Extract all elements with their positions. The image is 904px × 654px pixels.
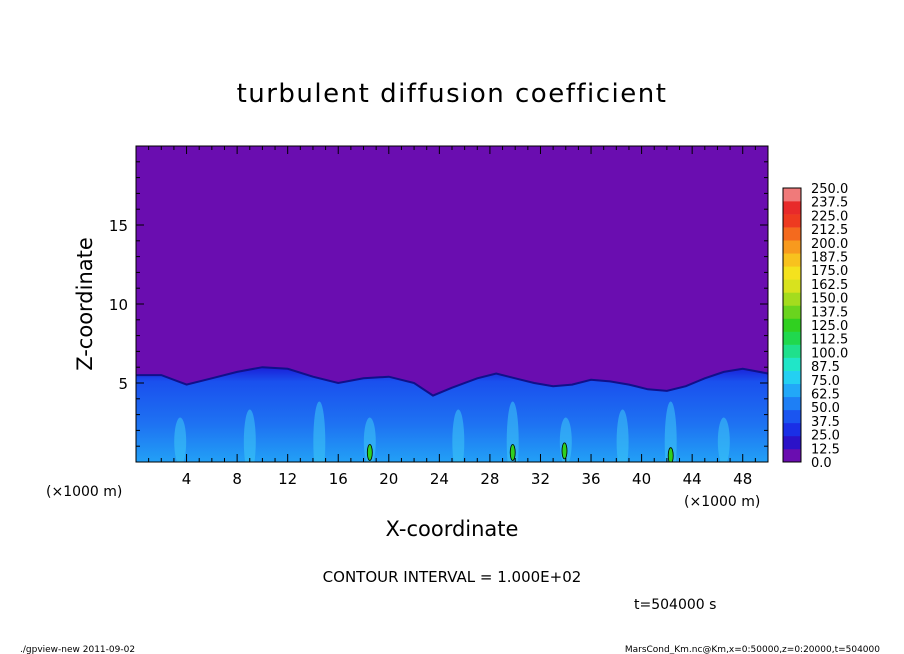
- plume: [452, 409, 465, 462]
- plume: [717, 417, 730, 462]
- y-tick-label: 15: [109, 217, 128, 235]
- colorbar-swatch: [783, 227, 801, 241]
- colorbar-swatch: [783, 448, 801, 463]
- x-tick-label: 16: [329, 470, 348, 488]
- plume: [363, 417, 376, 462]
- colorbar-swatch: [783, 279, 801, 293]
- colorbar-label: 12.5: [811, 442, 840, 457]
- x-unit-right: (×1000 m): [684, 494, 760, 510]
- colorbar-label: 225.0: [811, 209, 848, 224]
- x-tick-label: 24: [430, 470, 449, 488]
- high-value-patch: [561, 442, 568, 460]
- x-tick-label: 12: [278, 470, 297, 488]
- boundary-layer-top-contour: [136, 366, 768, 397]
- colorbar-swatch: [783, 331, 801, 345]
- plume: [664, 401, 677, 462]
- high-value-patch: [366, 444, 373, 461]
- colorbar-label: 250.0: [811, 182, 848, 197]
- colorbar-swatch: [783, 357, 801, 371]
- x-tick-label: 28: [480, 470, 499, 488]
- colorbar-swatch: [783, 305, 801, 319]
- colorbar-swatch: [783, 318, 801, 332]
- plot-area: [135, 145, 769, 463]
- colorbar-swatch: [783, 370, 801, 385]
- colorbar-swatch: [783, 201, 801, 215]
- colorbar-swatch: [783, 409, 801, 424]
- high-value-patches: [366, 442, 674, 462]
- footer-right: MarsCond_Km.nc@Km,x=0:50000,z=0:20000,t=…: [625, 645, 880, 654]
- y-axis: 5 10 15: [109, 161, 768, 447]
- colorbar-label: 212.5: [811, 223, 848, 238]
- plume: [243, 409, 256, 462]
- colorbar-swatch: [783, 188, 801, 202]
- colorbar-label: 237.5: [811, 196, 848, 211]
- colorbar-label: 175.0: [811, 264, 848, 279]
- colorbar-swatch: [783, 383, 801, 398]
- x-tick-label: 40: [632, 470, 651, 488]
- colorbar-label: 200.0: [811, 237, 848, 252]
- colorbar-swatch: [783, 396, 801, 411]
- x-axis-label: X-coordinate: [386, 517, 519, 541]
- footer-left: ./gpview-new 2011-09-02: [20, 645, 135, 654]
- x-tick-label: 4: [182, 470, 192, 488]
- y-tick-label: 10: [109, 296, 128, 314]
- colorbar-swatch: [783, 214, 801, 228]
- colorbar-label: 62.5: [811, 388, 840, 403]
- colorbar-swatch: [783, 240, 801, 254]
- colorbar-label: 25.0: [811, 429, 840, 444]
- plume: [506, 401, 519, 462]
- contour-interval: CONTOUR INTERVAL = 1.000E+02: [323, 568, 582, 586]
- x-tick-label: 32: [531, 470, 550, 488]
- time-label: t=504000 s: [634, 597, 716, 613]
- x-tick-label: 48: [733, 470, 752, 488]
- colorbar-label: 87.5: [811, 360, 840, 375]
- colorbar-label: 75.0: [811, 374, 840, 389]
- plume: [313, 401, 326, 462]
- colorbar-swatch: [783, 253, 801, 267]
- plume: [174, 417, 187, 462]
- x-tick-label: 44: [683, 470, 702, 488]
- colorbar-swatch: [783, 344, 801, 358]
- colorbar-swatch: [783, 435, 801, 450]
- plume: [616, 409, 629, 462]
- high-value-patch: [509, 444, 516, 461]
- x-tick-label: 36: [581, 470, 600, 488]
- x-tick-label: 20: [379, 470, 398, 488]
- y-axis-label: Z-coordinate: [73, 237, 97, 371]
- x-axis: 4 8 12 16 20 24 28 32 36 40 44 48: [148, 146, 769, 488]
- colorbar-swatch: [783, 422, 801, 437]
- colorbar-swatch: [783, 266, 801, 280]
- x-unit-left: (×1000 m): [46, 484, 122, 500]
- colorbar-label: 37.5: [811, 415, 840, 430]
- colorbar-label: 112.5: [811, 333, 848, 348]
- chart-title: turbulent diffusion coefficient: [237, 79, 668, 109]
- colorbar-label: 125.0: [811, 319, 848, 334]
- colorbar-swatch: [783, 292, 801, 306]
- x-tick-label: 8: [232, 470, 242, 488]
- colorbar-label: 162.5: [811, 278, 848, 293]
- convective-plumes: [174, 401, 730, 462]
- colorbar-label: 187.5: [811, 251, 848, 266]
- colorbar: 0.012.525.037.550.062.575.087.5100.0112.…: [782, 182, 848, 471]
- boundary-layer-field: [136, 367, 768, 462]
- colorbar-label: 137.5: [811, 305, 848, 320]
- colorbar-label: 150.0: [811, 292, 848, 307]
- colorbar-label: 0.0: [811, 456, 832, 471]
- colorbar-label: 100.0: [811, 346, 848, 361]
- colorbar-label: 50.0: [811, 401, 840, 416]
- high-value-patch: [667, 447, 674, 462]
- colorbar-frame: [782, 187, 802, 463]
- y-tick-label: 5: [118, 375, 128, 393]
